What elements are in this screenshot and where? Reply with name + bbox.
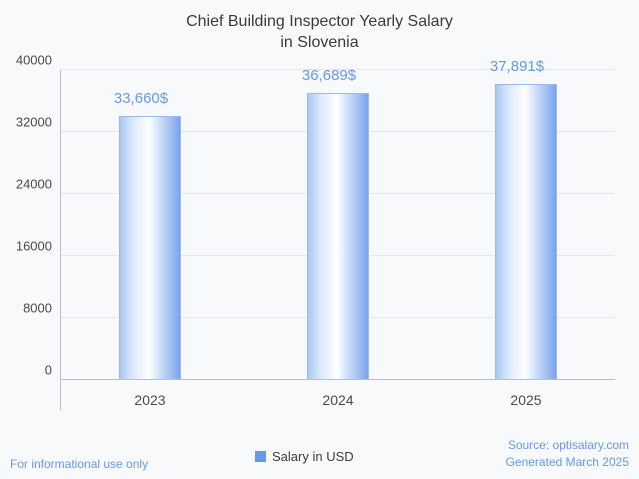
year-label-2024: 2024 xyxy=(298,392,378,408)
bar-group-2025: 37,891$ 2025 xyxy=(486,84,566,380)
year-label-2025: 2025 xyxy=(486,392,566,408)
ytick-label: 0 xyxy=(2,363,52,378)
value-label-2023: 33,660$ xyxy=(71,90,211,107)
ytick-label: 16000 xyxy=(2,239,52,254)
ytick-label: 40000 xyxy=(2,53,52,68)
bar-2024[interactable] xyxy=(307,93,369,380)
bar-2023[interactable] xyxy=(119,116,181,380)
y-axis-line xyxy=(60,70,61,410)
x-axis-baseline xyxy=(60,379,615,380)
footer-left-text: For informational use only xyxy=(10,457,148,471)
bar-group-2024: 36,689$ 2024 xyxy=(298,93,378,380)
ytick-label: 32000 xyxy=(2,115,52,130)
ytick-label: 8000 xyxy=(2,301,52,316)
plot-area: 0 8000 16000 24000 32000 40000 33,660$ 2… xyxy=(60,70,615,410)
ytick-label: 24000 xyxy=(2,177,52,192)
year-label-2023: 2023 xyxy=(110,392,190,408)
bar-group-2023: 33,660$ 2023 xyxy=(110,116,190,380)
value-label-2024: 36,689$ xyxy=(259,67,399,84)
legend-swatch xyxy=(255,451,266,462)
footer-right-text: Source: optisalary.com Generated March 2… xyxy=(506,437,629,471)
chart-container: Chief Building Inspector Yearly Salary i… xyxy=(0,0,639,479)
value-label-2025: 37,891$ xyxy=(447,58,587,75)
chart-title: Chief Building Inspector Yearly Salary i… xyxy=(0,0,639,54)
legend-label: Salary in USD xyxy=(272,449,354,464)
bar-2025[interactable] xyxy=(495,84,557,380)
legend[interactable]: Salary in USD xyxy=(255,449,354,464)
